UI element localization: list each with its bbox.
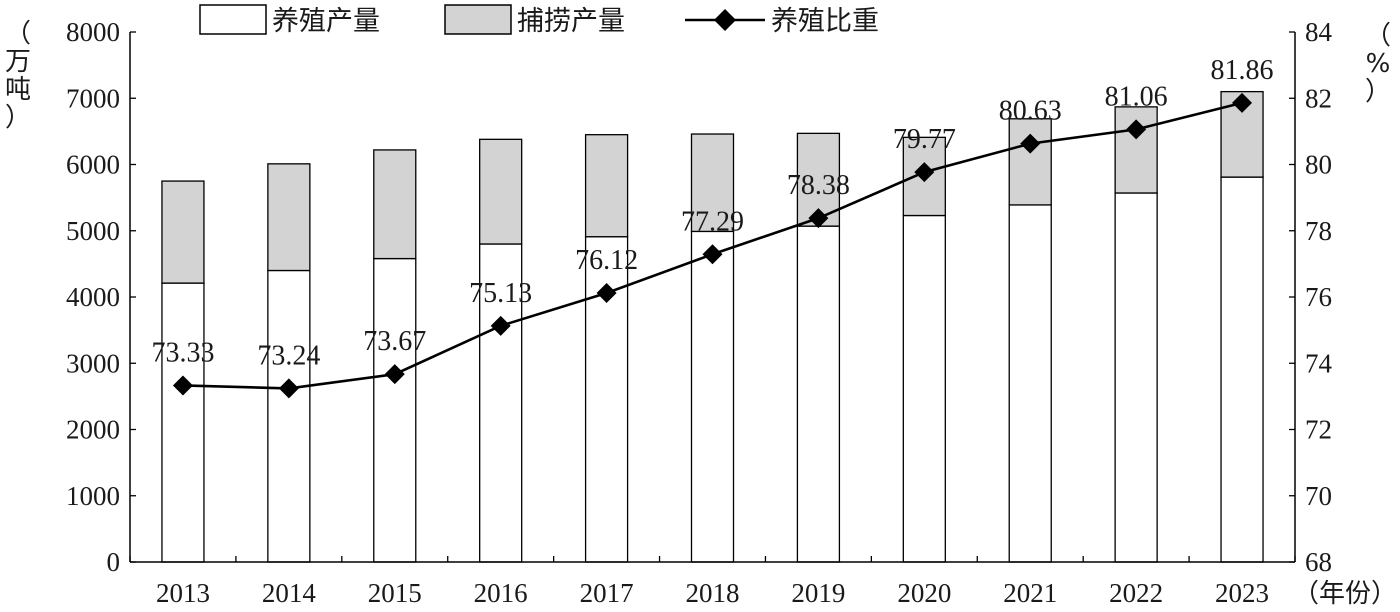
share-marker-2014: [278, 378, 299, 399]
bar-catch-2017: [584, 134, 629, 238]
x-tick-label-2017: 2017: [580, 578, 634, 608]
bar-aquaculture-2015: [373, 257, 417, 563]
y-right-axis-title: %: [1366, 49, 1391, 79]
bar-catch-2015: [373, 149, 417, 260]
y-left-tick-label: 7000: [66, 83, 120, 113]
y-left-tick-label: 0: [107, 547, 121, 577]
axes: 0 1000 2000 3000 4000 5000 6000 7000 8000 68 70 72 7…: [5, 17, 1397, 609]
legend-swatch-aquaculture: [199, 4, 267, 35]
legend-label-catch: 捕捞产量: [517, 6, 625, 37]
y-left-tick-label: 1000: [66, 481, 120, 511]
y-right-axis-title: ）: [1365, 77, 1391, 107]
x-tick-label-2020: 2020: [897, 578, 951, 608]
x-tick-label-2023: 2023: [1215, 578, 1269, 608]
legend-marker-share: [714, 9, 736, 31]
share-marker-2015: [384, 364, 405, 385]
y-left-tick-label: 3000: [66, 348, 120, 378]
bar-aquaculture-2013: [161, 282, 205, 563]
bar-aquaculture-2022: [1114, 192, 1158, 563]
data-label-2019: 78.38: [787, 170, 850, 201]
y-right-tick-label: 80: [1305, 150, 1332, 180]
share-marker-2017: [596, 283, 617, 304]
data-labels: 73.33 73.24 73.67 75.13 76.12 77.29 78.38 79.77…: [151, 55, 1273, 372]
bar-aquaculture-2020: [902, 214, 946, 563]
legend: 养殖产量 捕捞产量 养殖比重: [199, 4, 879, 37]
data-label-2014: 73.24: [257, 340, 320, 371]
y-right-tick-label: 70: [1305, 481, 1332, 511]
share-marker-2023: [1232, 92, 1253, 113]
legend-swatch-catch: [444, 4, 512, 35]
bar-aquaculture-2019: [796, 225, 841, 563]
y-left-tick-label: 5000: [66, 216, 120, 246]
share-marker-2018: [702, 244, 723, 265]
bar-catch-2021: [1008, 118, 1052, 206]
bar-aquaculture-2014: [267, 269, 311, 563]
x-tick-label-2013: 2013: [156, 578, 210, 608]
data-label-2022: 81.06: [1105, 81, 1168, 112]
share-marker-2022: [1126, 119, 1147, 140]
y-left-axis-title: 吨: [5, 75, 31, 105]
bar-catch-2014: [267, 163, 311, 272]
data-label-2016: 75.13: [469, 278, 532, 309]
y-right-tick-label: 78: [1305, 216, 1332, 246]
data-label-2018: 77.29: [681, 206, 744, 237]
share-marker-2013: [172, 375, 193, 396]
y-left-axis-title: ）: [5, 103, 31, 133]
y-left-tick-label: 6000: [66, 150, 120, 180]
y-left-tick-label: 4000: [66, 282, 120, 312]
bar-catch-2013: [161, 180, 205, 284]
share-marker-2020: [914, 162, 935, 183]
x-tick-label-2016: 2016: [474, 578, 528, 608]
y-left-axis-title: 万: [5, 47, 31, 77]
bar-catch-2016: [479, 138, 523, 245]
y-right-tick-label: 72: [1305, 415, 1332, 445]
y-right-tick-label: 82: [1305, 83, 1332, 113]
y-left-axis-title: （: [5, 19, 31, 49]
x-tick-label-2018: 2018: [686, 578, 740, 608]
x-tick-label-2019: 2019: [791, 578, 845, 608]
data-label-2023: 81.86: [1211, 55, 1274, 86]
share-marker-2021: [1020, 133, 1041, 154]
y-right-tick-label: 76: [1305, 282, 1332, 312]
y-left-tick-label: 2000: [66, 415, 120, 445]
data-label-2013: 73.33: [151, 337, 214, 368]
x-axis-unit: （年份）: [1293, 579, 1397, 609]
x-tick-label-2022: 2022: [1109, 578, 1163, 608]
data-label-2015: 73.67: [363, 326, 426, 357]
x-tick-label-2014: 2014: [262, 578, 317, 608]
legend-label-aquaculture: 养殖产量: [272, 6, 380, 37]
bar-aquaculture-2021: [1008, 204, 1052, 563]
data-label-2017: 76.12: [575, 245, 638, 276]
bar-catch-2018: [690, 133, 735, 233]
y-right-tick-label: 68: [1305, 547, 1332, 577]
x-tick-label-2021: 2021: [1003, 578, 1057, 608]
share-marker-2019: [808, 208, 829, 229]
legend-label-share: 养殖比重: [771, 6, 879, 37]
bars: [161, 90, 1264, 563]
data-label-2020: 79.77: [893, 124, 956, 155]
x-tick-label-2015: 2015: [368, 578, 422, 608]
y-left-tick-label: 8000: [66, 17, 120, 47]
data-label-2021: 80.63: [999, 96, 1062, 127]
share-marker-2016: [490, 315, 511, 336]
bar-aquaculture-2023: [1220, 176, 1264, 563]
share-line-series: [172, 92, 1253, 399]
y-right-axis-title: （: [1365, 21, 1391, 51]
y-right-tick-label: 84: [1305, 17, 1333, 47]
bar-aquaculture-2018: [690, 230, 735, 563]
y-right-tick-label: 74: [1305, 348, 1333, 378]
